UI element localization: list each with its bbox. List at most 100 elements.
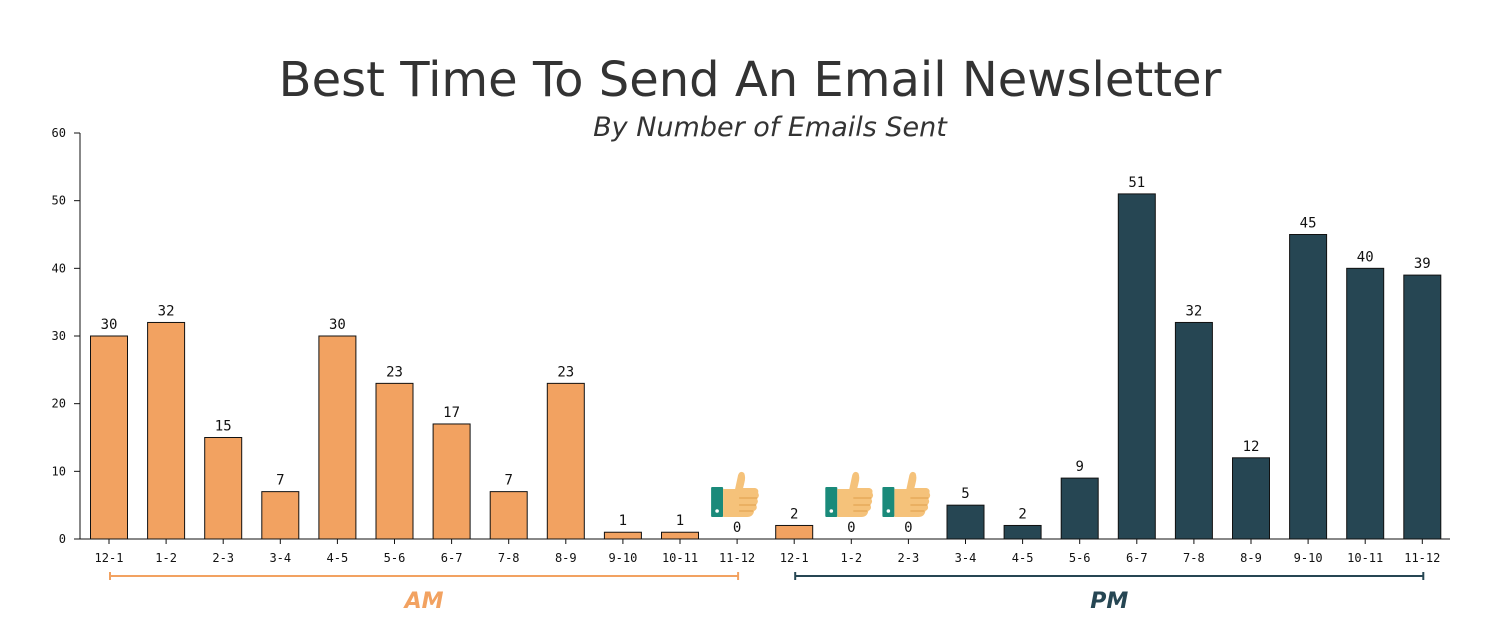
x-tick-label: 12-1 xyxy=(95,551,124,565)
bar xyxy=(1117,193,1156,540)
x-tick-label: 12-1 xyxy=(780,551,809,565)
bars xyxy=(90,193,1442,540)
x-tick-label: 6-7 xyxy=(441,551,463,565)
bar xyxy=(489,491,528,540)
x-tick-label: 8-9 xyxy=(1240,551,1262,565)
y-tick-label: 30 xyxy=(52,329,66,343)
x-tick-label: 5-6 xyxy=(1069,551,1091,565)
x-tick-label: 9-10 xyxy=(608,551,637,565)
bar xyxy=(1003,524,1042,540)
bar xyxy=(1289,234,1328,540)
data-label: 32 xyxy=(158,303,175,319)
bar xyxy=(1174,321,1213,540)
x-tick-label: 3-4 xyxy=(269,551,291,565)
y-tick-label: 20 xyxy=(52,397,66,411)
thumbs-up-fingers xyxy=(910,497,929,512)
x-tick-labels: 12-1 1-2 2-3 3-4 4-5 5-6 6-7 7-8 8-9 9-10 10-11 11-… xyxy=(95,539,1440,565)
data-label: 45 xyxy=(1300,216,1317,232)
thumbs-up-cuff xyxy=(882,487,895,517)
bar xyxy=(661,531,699,540)
thumbs-up-icon xyxy=(882,471,931,517)
data-labels: 30 32 15 7 30 23 17 7 23 1 1 0 2 0 0 5 2 9 51 32 12 45 40 39 xyxy=(101,175,1431,536)
data-label: 12 xyxy=(1243,439,1260,455)
bar xyxy=(90,335,128,540)
annotation-icons xyxy=(711,471,931,517)
data-label: 0 xyxy=(847,520,855,536)
data-label: 15 xyxy=(215,419,232,435)
x-tick-label: 7-8 xyxy=(498,551,520,565)
bar xyxy=(1403,274,1442,540)
x-tick-label: 9-10 xyxy=(1294,551,1323,565)
bar xyxy=(1232,457,1270,540)
data-label: 23 xyxy=(557,364,574,380)
bar xyxy=(1346,267,1385,540)
data-label: 7 xyxy=(504,473,512,489)
thumbs-up-cuff xyxy=(711,487,724,517)
data-label: 32 xyxy=(1185,303,1202,319)
x-tick-label: 2-3 xyxy=(898,551,920,565)
bar xyxy=(432,423,471,540)
data-label: 1 xyxy=(676,513,684,529)
thumbs-up-cuff-dot xyxy=(886,509,891,513)
data-label: 9 xyxy=(1075,459,1083,475)
data-label: 23 xyxy=(386,364,403,380)
period-label: PM xyxy=(1090,589,1128,614)
y-tick-label: 0 xyxy=(59,532,66,546)
data-label: 0 xyxy=(904,520,912,536)
y-tick-label: 60 xyxy=(52,126,66,140)
thumbs-up-fingers xyxy=(739,497,758,512)
thumbs-up-hand xyxy=(723,471,759,517)
bar xyxy=(546,382,585,540)
thumbs-up-hand xyxy=(894,471,931,517)
data-label: 51 xyxy=(1128,175,1145,191)
y-tick-label: 40 xyxy=(52,261,66,275)
bar xyxy=(318,335,357,540)
bar xyxy=(375,382,414,540)
x-tick-label: 10-11 xyxy=(662,551,698,565)
bar xyxy=(1060,477,1099,540)
thumbs-up-fingers xyxy=(853,497,872,512)
thumbs-up-icon xyxy=(825,471,874,517)
bar xyxy=(775,524,814,540)
data-label: 17 xyxy=(443,405,460,421)
x-tick-label: 8-9 xyxy=(555,551,577,565)
chart-subtitle: By Number of Emails Sent xyxy=(593,112,948,143)
data-label: 30 xyxy=(329,317,346,333)
data-label: 2 xyxy=(1018,506,1026,522)
period-brackets: AM PM xyxy=(109,572,1425,614)
bar xyxy=(147,321,186,540)
y-tick-label: 10 xyxy=(52,464,66,478)
y-tick-labels: 0 10 20 30 40 50 60 xyxy=(52,126,80,546)
x-tick-label: 2-3 xyxy=(212,551,234,565)
y-tick-label: 50 xyxy=(52,194,66,208)
x-tick-label: 3-4 xyxy=(955,551,977,565)
x-tick-label: 11-12 xyxy=(1404,551,1440,565)
x-tick-label: 1-2 xyxy=(840,551,862,565)
thumbs-up-hand xyxy=(837,471,874,517)
x-tick-label: 10-11 xyxy=(1347,551,1383,565)
data-label: 30 xyxy=(101,317,118,333)
period-label: AM xyxy=(403,589,444,614)
data-label: 39 xyxy=(1414,256,1431,272)
x-tick-label: 1-2 xyxy=(155,551,177,565)
bar xyxy=(946,504,985,540)
thumbs-up-cuff xyxy=(825,487,838,517)
thumbs-up-cuff-dot xyxy=(715,509,719,513)
x-tick-label: 7-8 xyxy=(1183,551,1205,565)
x-tick-label: 4-5 xyxy=(327,551,349,565)
thumbs-up-icon xyxy=(711,471,759,517)
x-tick-label: 11-12 xyxy=(719,551,755,565)
bar xyxy=(261,491,300,540)
data-label: 1 xyxy=(619,513,627,529)
bar xyxy=(603,531,642,540)
x-tick-label: 6-7 xyxy=(1126,551,1148,565)
data-label: 5 xyxy=(961,486,969,502)
thumbs-up-cuff-dot xyxy=(829,509,834,513)
data-label: 0 xyxy=(733,520,741,536)
data-label: 2 xyxy=(790,506,798,522)
chart-title: Best Time To Send An Email Newsletter xyxy=(279,52,1222,108)
data-label: 40 xyxy=(1357,249,1374,265)
bar xyxy=(204,437,243,540)
data-label: 7 xyxy=(276,473,284,489)
